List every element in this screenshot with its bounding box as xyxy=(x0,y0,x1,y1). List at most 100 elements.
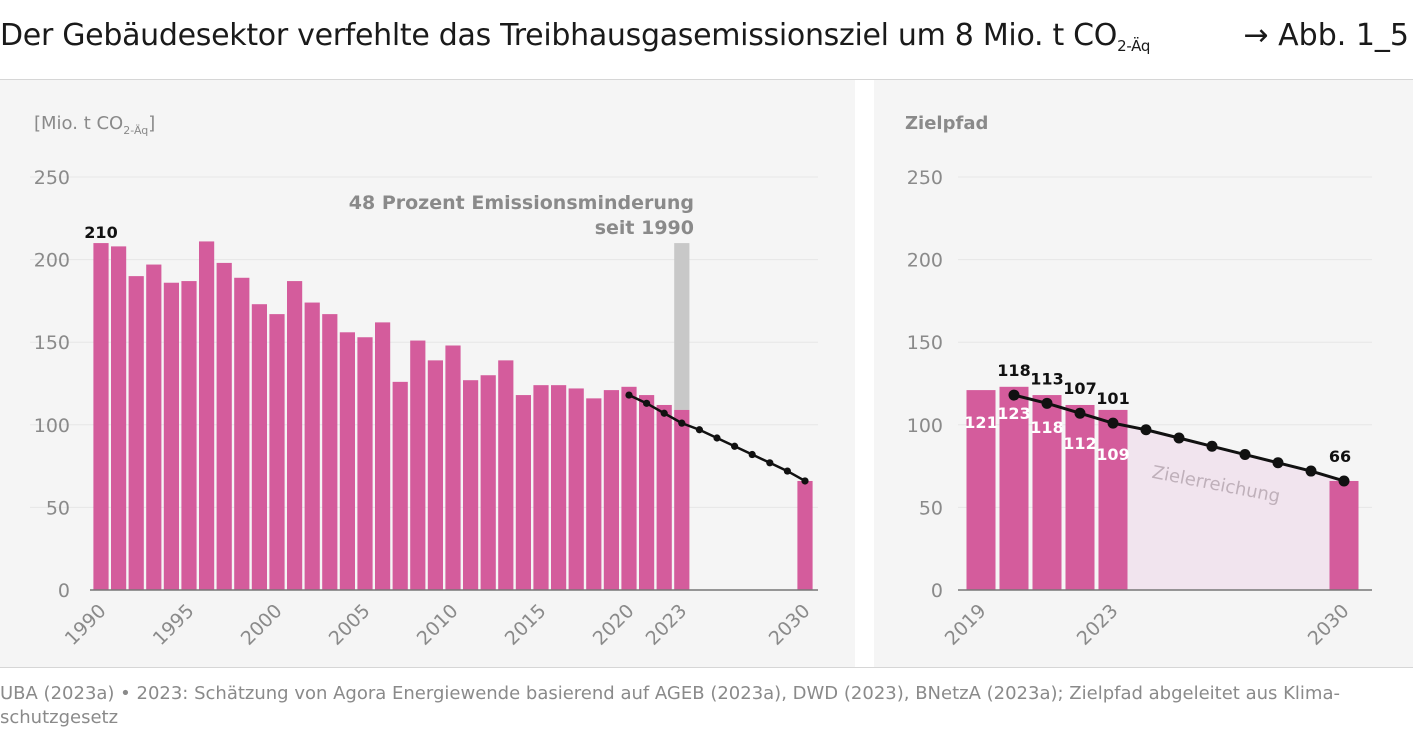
target-value-label: 66 xyxy=(1329,447,1351,466)
bar xyxy=(163,282,179,590)
target-path-point xyxy=(731,442,739,450)
bar xyxy=(621,386,637,590)
bar xyxy=(304,302,320,590)
top-divider xyxy=(0,79,1413,80)
bar xyxy=(551,385,567,590)
historical-emissions-chart: 0 50 100 150 200 250 [Mio. t CO2-Äq] 210 48 Proz… xyxy=(30,113,818,650)
bar xyxy=(427,360,443,590)
target-value-label: 107 xyxy=(1063,379,1096,398)
y-axis-label: [Mio. t CO2-Äq] xyxy=(34,113,155,137)
x-tick-label: 2030 xyxy=(1304,600,1354,650)
x-tick-label: 2015 xyxy=(501,600,551,650)
chart-title: Der Gebäudesektor verfehlte das Treibhau… xyxy=(0,18,1150,55)
bar-value-label: 123 xyxy=(997,404,1030,423)
bar xyxy=(111,246,127,590)
bar xyxy=(533,385,549,590)
target-path-point xyxy=(1239,449,1251,461)
y-tick-label: 50 xyxy=(919,497,943,519)
bar xyxy=(639,395,655,590)
panel-label: Zielpfad xyxy=(905,113,988,134)
bar xyxy=(656,404,672,590)
bar-value-label: 118 xyxy=(1030,418,1063,437)
target-path-point xyxy=(748,450,756,459)
target-path-point xyxy=(1305,465,1317,477)
bar xyxy=(357,337,373,590)
bar xyxy=(410,340,426,590)
bar xyxy=(199,241,215,591)
target-path-point xyxy=(643,399,651,407)
bar xyxy=(1032,395,1062,590)
bar xyxy=(269,314,285,590)
y-tick-label: 200 xyxy=(907,250,943,272)
target-path-point xyxy=(1074,407,1086,419)
target-path-point xyxy=(1041,397,1053,409)
bar xyxy=(146,264,162,590)
y-tick-label: 100 xyxy=(34,415,70,437)
bar xyxy=(322,314,338,590)
x-tick-label: 1990 xyxy=(61,600,111,650)
bar xyxy=(603,390,619,590)
y-tick-label: 250 xyxy=(34,167,70,189)
y-tick-label: 0 xyxy=(58,580,70,602)
target-path-panel: 0 50 100 150 200 250 Zielpfad Zielerreichung 121… xyxy=(874,80,1413,667)
bar xyxy=(498,360,514,590)
x-tick-label: 1995 xyxy=(149,600,199,650)
target-value-label: 101 xyxy=(1096,389,1129,408)
bar-value-label: 112 xyxy=(1063,434,1096,453)
y-tick-label: 150 xyxy=(907,332,943,354)
target-path-chart: 050100150200250ZielpfadZielerreichung121… xyxy=(905,113,1372,650)
y-tick-label: 0 xyxy=(931,580,943,602)
annotation-line-1: 48 Prozent Emissionsminderung xyxy=(349,192,694,214)
target-path-point xyxy=(1206,440,1218,452)
bar-value-label: 109 xyxy=(1096,445,1129,464)
y-tick-label: 150 xyxy=(34,332,70,354)
bar xyxy=(463,380,479,590)
bar xyxy=(216,262,232,590)
historical-emissions-panel: 0 50 100 150 200 250 [Mio. t CO2-Äq] 210 48 Proz… xyxy=(0,80,855,667)
annotation-line-2: seit 1990 xyxy=(595,217,694,239)
target-path-point xyxy=(1107,417,1119,429)
target-path-point xyxy=(1008,389,1020,401)
bar xyxy=(1065,404,1095,590)
x-tick-label: 2030 xyxy=(765,600,815,650)
chart-title-text: Der Gebäudesektor verfehlte das Treibhau… xyxy=(0,18,1118,53)
target-path-point xyxy=(678,419,686,427)
target-path-point xyxy=(766,459,774,467)
y-tick-label: 250 xyxy=(907,167,943,189)
target-value-label: 118 xyxy=(997,361,1030,380)
bar xyxy=(287,281,303,590)
x-tick-label: 2023 xyxy=(1073,600,1123,650)
target-path-point xyxy=(625,391,633,399)
bar-value-label: 121 xyxy=(964,413,997,432)
bar xyxy=(568,388,584,590)
target-path-point xyxy=(1272,457,1284,469)
bar xyxy=(480,375,496,590)
bar xyxy=(515,395,531,590)
bar xyxy=(586,398,602,590)
reduction-bar xyxy=(674,243,690,410)
x-tick-label: 2000 xyxy=(237,600,287,650)
bar xyxy=(674,409,690,590)
target-value-label: 113 xyxy=(1030,369,1063,388)
bar xyxy=(234,277,250,590)
source-note: UBA (2023a) • 2023: Schätzung von Agora … xyxy=(0,683,1340,728)
target-path-point xyxy=(783,467,792,475)
bar xyxy=(1098,409,1128,590)
bar xyxy=(445,345,461,590)
y-tick-label: 200 xyxy=(34,250,70,272)
chart-title-subscript: 2-Äq xyxy=(1117,37,1151,55)
target-path-point xyxy=(695,426,704,434)
bar xyxy=(339,332,355,590)
y-tick-label: 100 xyxy=(907,415,943,437)
x-tick-label: 2023 xyxy=(642,600,692,650)
target-path-point xyxy=(1338,475,1350,487)
data-label: 210 xyxy=(84,223,117,242)
bar xyxy=(375,322,391,590)
bar xyxy=(251,304,267,590)
target-path-point xyxy=(1140,424,1152,436)
figure-reference-link[interactable]: → Abb. 1_5 xyxy=(1243,18,1409,53)
x-tick-label: 2019 xyxy=(941,600,991,650)
bar xyxy=(93,243,109,590)
y-tick-label: 50 xyxy=(46,497,70,519)
target-path-point xyxy=(660,409,668,417)
